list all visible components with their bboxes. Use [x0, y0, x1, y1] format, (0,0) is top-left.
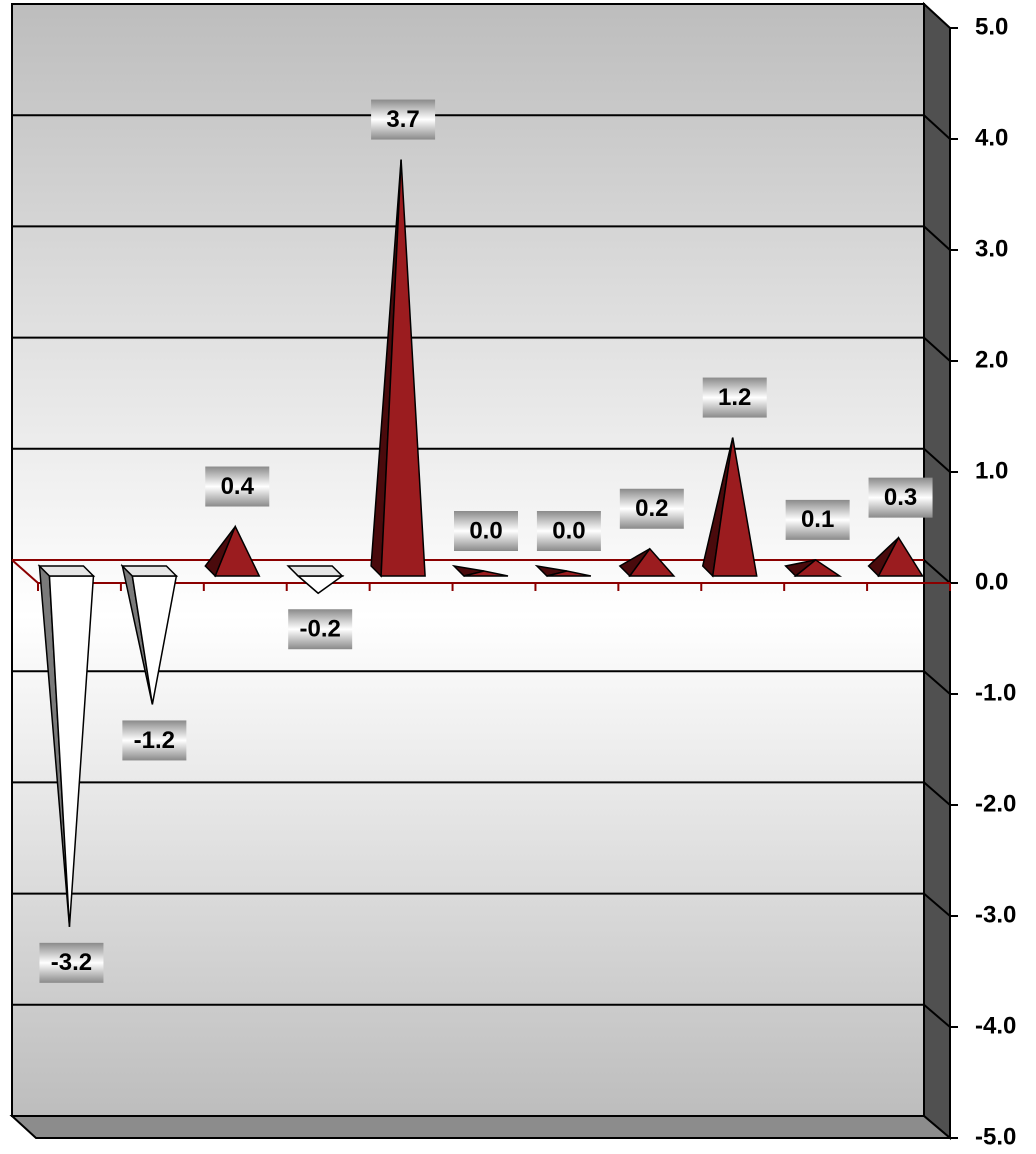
baseline [11, 559, 39, 584]
value-label: 0.1 [801, 506, 834, 533]
pyramid [451, 564, 509, 577]
value-label-box [702, 377, 767, 418]
pyramid-top [37, 565, 96, 577]
pyramid-front [628, 547, 676, 577]
grid-line [923, 336, 951, 362]
plot: 5.0 4.0 3.0 2.0 1.0 0.0 -1.0 -2.0 -3.0 -4.0 -5.0 -3… [11, 13, 1016, 1150]
y-tick-label: 1.0 [975, 457, 1008, 484]
pyramid [784, 558, 843, 578]
value-label: 3.7 [386, 106, 419, 133]
value-label-box [619, 488, 684, 529]
pyramid [867, 536, 924, 578]
value-label: 0.2 [635, 495, 668, 522]
pyramid [618, 547, 676, 578]
pyramid-top [286, 565, 344, 577]
pyramid [120, 563, 179, 705]
pyramid-front [463, 570, 509, 577]
y-tick-label: -1.0 [975, 679, 1016, 706]
grid-line [923, 670, 951, 695]
value-label-box [205, 466, 270, 507]
value-label-box [785, 499, 850, 540]
y-tick-label: 3.0 [975, 235, 1008, 262]
y-tick-label: 0.0 [975, 568, 1008, 595]
grid-line [923, 781, 951, 806]
y-tick-label: -2.0 [975, 790, 1016, 817]
y-tick-label: 2.0 [975, 346, 1008, 373]
value-label-box [288, 609, 353, 650]
value-label: -1.2 [134, 727, 175, 754]
grid-line [923, 114, 951, 140]
value-label-box [371, 99, 436, 140]
value-label: 0.4 [221, 473, 255, 500]
pyramid [286, 565, 345, 595]
value-label-box [122, 720, 187, 761]
value-label-box [536, 511, 601, 551]
grid-line [923, 1004, 951, 1028]
grid-line [923, 892, 951, 917]
pyramid-front [214, 524, 261, 577]
pyramid-top [120, 565, 179, 577]
pyramid [370, 159, 426, 578]
value-label-box [454, 511, 518, 551]
pyramid-front [793, 558, 843, 577]
floor [9, 1115, 953, 1139]
pyramid-front [546, 570, 592, 577]
value-label: -3.2 [51, 949, 92, 976]
y-tick-label: 4.0 [975, 124, 1008, 151]
grid-line [923, 225, 951, 251]
value-label: 0.0 [469, 517, 502, 544]
grid-line [923, 448, 951, 473]
value-label: 1.2 [718, 384, 751, 411]
value-label-box [39, 942, 104, 983]
pyramid-front [877, 536, 924, 577]
pyramid-front [380, 159, 426, 577]
value-label: 0.0 [552, 517, 585, 544]
value-label: 0.3 [884, 484, 917, 511]
y-tick-label: -4.0 [975, 1012, 1016, 1039]
value-label-box [868, 477, 933, 518]
grid-line [923, 559, 951, 584]
y-tick-label: -5.0 [975, 1123, 1016, 1150]
pyramid [37, 564, 96, 927]
y-tick-label: 5.0 [975, 13, 1008, 40]
y-tick-label: -3.0 [975, 901, 1016, 928]
pyramid [204, 524, 261, 578]
pyramid [534, 564, 592, 577]
pyramid [701, 437, 758, 578]
pyramid-front [711, 437, 758, 577]
value-label: -0.2 [300, 616, 341, 643]
